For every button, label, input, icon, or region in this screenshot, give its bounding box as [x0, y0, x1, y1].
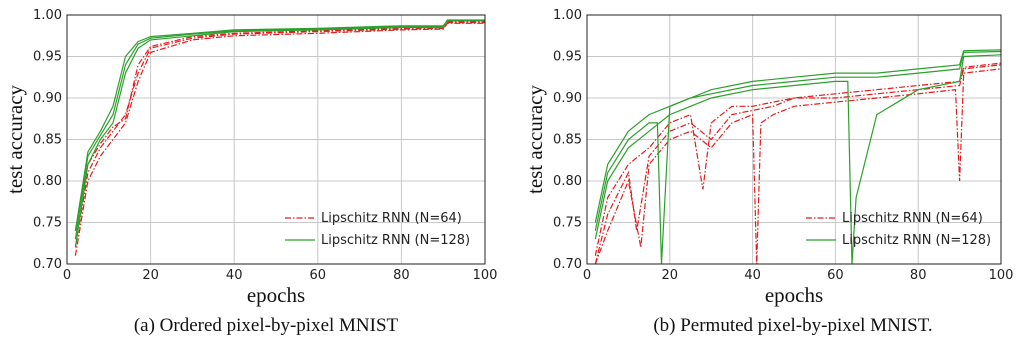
y-tick-label: 1.00 [33, 8, 62, 23]
x-tick-label: 20 [662, 268, 679, 283]
x-tick-label: 60 [827, 268, 844, 283]
x-axis-label: epochs [247, 283, 305, 307]
y-tick-label: 0.70 [553, 257, 582, 272]
series-line-n64 [594, 64, 1001, 264]
legend-label: Lipschitz RNN (N=128) [321, 233, 470, 248]
y-tick-label: 0.85 [33, 133, 62, 148]
x-tick-label: 0 [583, 268, 591, 283]
x-tick-label: 20 [142, 268, 159, 283]
x-tick-label: 40 [744, 268, 761, 283]
y-tick-label: 0.80 [553, 174, 582, 189]
legend: Lipschitz RNN (N=64) Lipschitz RNN (N=128… [806, 211, 991, 248]
figure-caption: (a) Ordered pixel-by-pixel MNIST [134, 315, 399, 336]
series-line-n128 [594, 54, 1001, 264]
figure-caption: (b) Permuted pixel-by-pixel MNIST. [653, 315, 932, 336]
x-axis-label: epochs [765, 283, 823, 307]
legend-label: Lipschitz RNN (N=64) [321, 211, 462, 226]
y-tick-label: 0.95 [553, 50, 582, 65]
chart-panel-a: 0 20 40 60 80 100 0.70 0.75 0.80 0.85 0.90 0.95 1.00… [3, 8, 497, 336]
x-tick-label: 100 [473, 268, 498, 283]
series-line-n128 [594, 50, 1001, 264]
series-line-n64 [594, 68, 1001, 264]
series-line-n128 [74, 19, 485, 240]
y-tick-label: 0.75 [553, 216, 582, 231]
x-tick-label: 40 [226, 268, 243, 283]
series-group [594, 49, 1001, 264]
chart-panel-b: 0 20 40 60 80 100 0.70 0.75 0.80 0.85 0.90 0.95 1.00… [523, 8, 1013, 336]
legend: Lipschitz RNN (N=64) Lipschitz RNN (N=128… [285, 211, 470, 248]
x-tick-label: 80 [393, 268, 410, 283]
legend-label: Lipschitz RNN (N=128) [842, 233, 991, 248]
y-axis-label: test accuracy [523, 84, 547, 194]
y-tick-label: 0.90 [33, 91, 62, 106]
series-line-n64 [74, 21, 485, 248]
x-tick-label: 60 [310, 268, 327, 283]
series-line-n128 [594, 49, 1001, 223]
y-tick-label: 0.75 [33, 216, 62, 231]
y-tick-label: 0.90 [553, 91, 582, 106]
plot-frame [586, 14, 1002, 265]
series-line-n64 [594, 62, 1001, 256]
y-tick-label: 1.00 [553, 8, 582, 23]
series-line-n64 [74, 21, 485, 231]
y-tick-label: 0.80 [33, 174, 62, 189]
series-line-n128 [74, 20, 485, 231]
series-line-n128 [74, 20, 485, 248]
x-tick-label: 100 [989, 268, 1014, 283]
y-tick-label: 0.70 [33, 257, 62, 272]
x-tick-label: 80 [910, 268, 927, 283]
series-group [74, 19, 485, 256]
y-tick-label: 0.95 [33, 50, 62, 65]
legend-label: Lipschitz RNN (N=64) [842, 211, 983, 226]
y-axis-label: test accuracy [3, 84, 27, 194]
x-tick-label: 0 [63, 268, 71, 283]
series-line-n64 [74, 22, 485, 256]
plot-frame [66, 14, 486, 265]
y-tick-label: 0.85 [553, 133, 582, 148]
